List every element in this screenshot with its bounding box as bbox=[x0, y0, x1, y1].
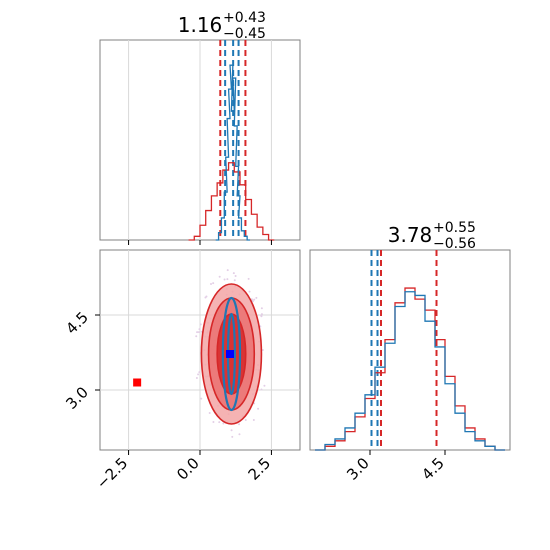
bl-sample-point bbox=[197, 331, 200, 334]
panel-bottom-left: −2.5 0.0 2.5 3.0 4.5 bbox=[62, 249, 301, 493]
bl-sample-point bbox=[212, 282, 215, 285]
bl-sample-point bbox=[218, 421, 221, 424]
bl-sample-point bbox=[198, 328, 201, 331]
bl-sample-point bbox=[260, 315, 263, 318]
tl-histogram-0 bbox=[188, 162, 275, 241]
bl-sample-point bbox=[252, 418, 255, 421]
bl-blue-contour-0 bbox=[221, 296, 242, 412]
bl-sample-point bbox=[257, 407, 260, 410]
br-xtick-label-1: 4.5 bbox=[418, 454, 448, 484]
bl-sample-point bbox=[200, 397, 203, 400]
tl-histogram-1 bbox=[215, 64, 250, 241]
bl-xtick-label-2: 2.5 bbox=[245, 454, 275, 484]
panel-bottom-right-title-value: 3.78 bbox=[388, 223, 433, 247]
bl-sample-point bbox=[260, 388, 263, 391]
bl-sample-point bbox=[197, 373, 200, 376]
bl-sample-point bbox=[238, 433, 241, 436]
bl-ytick-label-0: 3.0 bbox=[62, 383, 92, 413]
bl-sample-point bbox=[231, 435, 234, 438]
panel-bottom-right-title: 3.78 bbox=[388, 223, 433, 247]
panel-top-left-title-sub: −0.45 bbox=[223, 26, 266, 42]
bl-sample-point bbox=[210, 283, 213, 286]
panel-bottom-right-frame bbox=[309, 249, 511, 451]
br-xtick-label-0: 3.0 bbox=[343, 454, 373, 484]
bl-marker-0 bbox=[133, 378, 142, 387]
bl-xtick-label-1: 0.0 bbox=[173, 454, 203, 484]
br-histogram-0 bbox=[315, 287, 505, 451]
bl-sample-point bbox=[261, 349, 264, 352]
bl-sample-point bbox=[238, 423, 241, 426]
bl-marker-1 bbox=[226, 350, 234, 358]
panel-bottom-right-title-sub: −0.56 bbox=[433, 236, 476, 252]
panel-bottom-right-title-sup: +0.55 bbox=[433, 220, 476, 236]
bl-sample-point bbox=[196, 331, 199, 334]
bl-sample-point bbox=[232, 272, 235, 275]
bl-sample-point bbox=[234, 275, 237, 278]
bl-sample-point bbox=[244, 419, 247, 422]
panel-top-left-title: 1.16 bbox=[178, 13, 223, 37]
bl-sample-point bbox=[233, 279, 236, 282]
bl-sample-point bbox=[263, 384, 266, 387]
bl-sample-point bbox=[208, 411, 211, 414]
bl-sample-point bbox=[218, 275, 221, 278]
bl-ytick-label-1: 4.5 bbox=[62, 308, 92, 338]
bl-sample-point bbox=[260, 307, 263, 310]
bl-sample-point bbox=[226, 278, 229, 281]
bl-sample-point bbox=[222, 422, 225, 425]
br-histogram-1 bbox=[315, 291, 505, 451]
bl-sample-point bbox=[226, 269, 229, 272]
bl-sample-point bbox=[247, 277, 250, 280]
bl-sample-point bbox=[223, 278, 226, 281]
bl-sample-point bbox=[255, 296, 258, 299]
bl-sample-point bbox=[198, 371, 201, 374]
panel-top-left-title-sup: +0.43 bbox=[223, 10, 266, 26]
panel-top-left: 1.16 +0.43 −0.45 bbox=[99, 10, 301, 245]
bl-sample-point bbox=[248, 290, 251, 293]
panel-top-left-title-value: 1.16 bbox=[178, 13, 223, 37]
bl-sample-point bbox=[212, 420, 215, 423]
bl-sample-point bbox=[260, 313, 263, 316]
bl-sample-point bbox=[253, 298, 256, 301]
bl-sample-point bbox=[195, 335, 198, 338]
bl-sample-point bbox=[205, 295, 208, 298]
bl-sample-point bbox=[195, 376, 198, 379]
bl-xtick-label-0: −2.5 bbox=[93, 454, 131, 492]
bl-sample-point bbox=[199, 323, 202, 326]
panel-bottom-right: 3.0 4.5 3.78 +0.55 −0.56 bbox=[309, 220, 511, 484]
bl-sample-point bbox=[230, 429, 233, 432]
